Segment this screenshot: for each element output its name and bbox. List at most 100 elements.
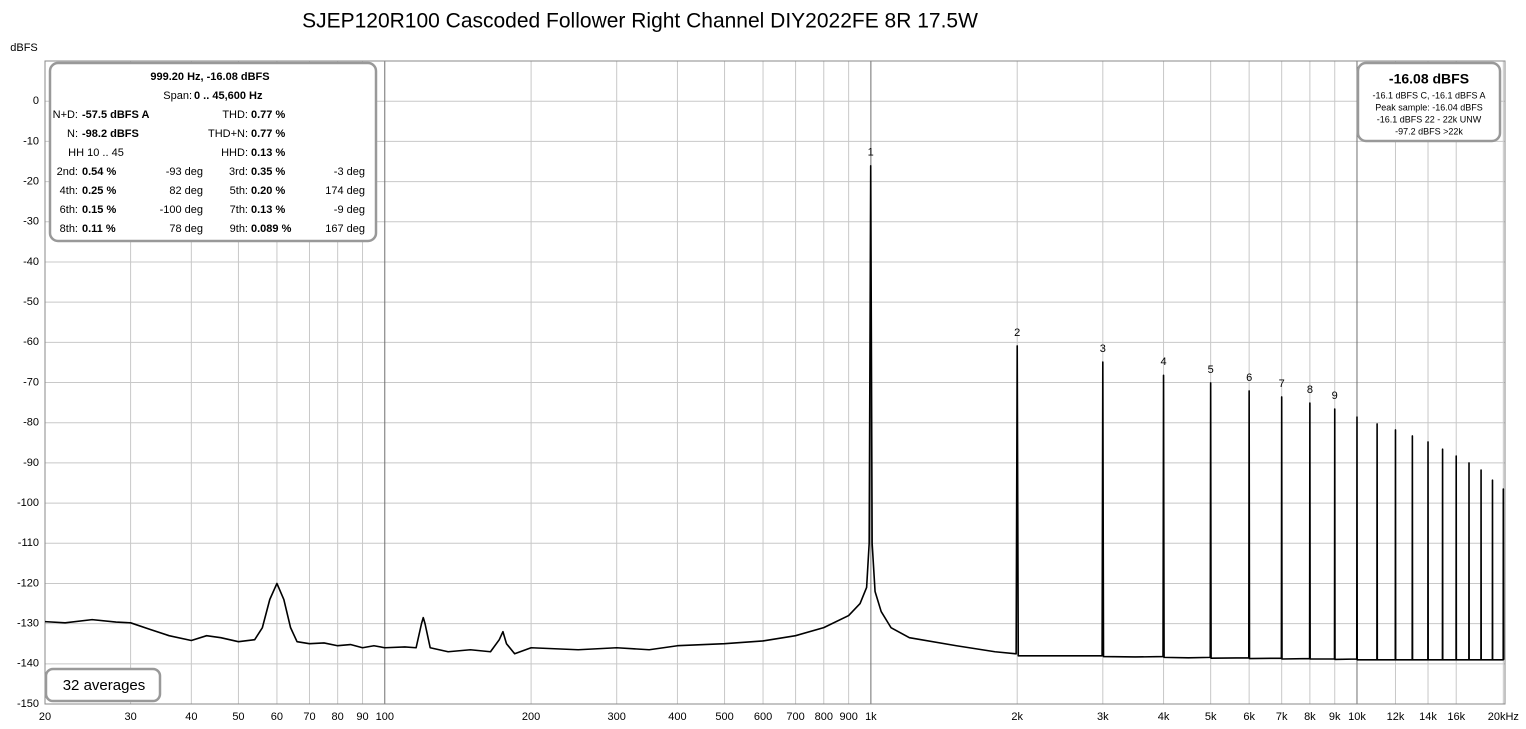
plot: 1 2 3 4 5 6 7 8 9 xyxy=(44,147,1505,661)
harmonic-label: 3 xyxy=(1100,343,1106,355)
x-tick-label: 90 xyxy=(356,711,368,723)
info-label: THD+N: xyxy=(208,128,248,140)
x-tick-label: 1k xyxy=(865,711,877,723)
info-label: HHD: xyxy=(221,147,248,159)
x-tick-label: 600 xyxy=(754,711,772,723)
info-label: THD: xyxy=(222,109,248,121)
info-label: 6th: xyxy=(60,204,78,216)
level-line: Peak sample: -16.04 dBFS xyxy=(1375,102,1483,112)
info-phase: 78 deg xyxy=(169,223,203,235)
info-label: 5th: xyxy=(230,185,248,197)
x-tick-label: 20kHz xyxy=(1488,711,1519,723)
y-tick-label: -140 xyxy=(17,658,39,670)
x-tick-label: 20 xyxy=(39,711,51,723)
info-value: 0.25 % xyxy=(82,185,116,197)
averages-label: 32 averages xyxy=(63,677,146,694)
info-value: 0.11 % xyxy=(82,223,116,235)
info-phase: -93 deg xyxy=(166,166,203,178)
plot-frame xyxy=(44,60,1506,705)
info-value: 0.089 % xyxy=(251,223,292,235)
x-tick-label: 3k xyxy=(1097,711,1109,723)
harmonic-label: 5 xyxy=(1208,364,1214,376)
y-tick-label: -130 xyxy=(17,618,39,630)
info-value: 0.54 % xyxy=(82,166,116,178)
info-label: 3rd: xyxy=(229,166,248,178)
info-header: 999.20 Hz, -16.08 dBFS xyxy=(150,71,269,83)
info-value: 0.20 % xyxy=(251,185,285,197)
chart-title: SJEP120R100 Cascoded Follower Right Chan… xyxy=(302,10,978,33)
info-text: HH 10 .. 45 xyxy=(68,147,124,159)
info-phase: 167 deg xyxy=(325,223,365,235)
info-value: 0.35 % xyxy=(251,166,285,178)
info-value: 0.77 % xyxy=(251,109,285,121)
x-tick-label: 4k xyxy=(1158,711,1170,723)
y-axis-label: dBFS xyxy=(10,42,38,54)
y-tick-label: -30 xyxy=(23,216,39,228)
y-tick-label: -110 xyxy=(18,537,39,549)
info-label: N: xyxy=(67,128,78,140)
x-tick-label: 5k xyxy=(1205,711,1217,723)
x-tick-label: 9k xyxy=(1329,711,1341,723)
y-tick-label: -120 xyxy=(17,577,39,589)
info-label: 7th: xyxy=(230,204,248,216)
span-value: 0 .. 45,600 Hz xyxy=(194,90,263,102)
info-label: 9th: xyxy=(230,223,248,235)
info-value: 0.13 % xyxy=(251,204,285,216)
level-panel xyxy=(1356,61,1502,143)
x-tick-label: 900 xyxy=(839,711,857,723)
x-tick-label: 400 xyxy=(668,711,686,723)
harmonic-label: 1 xyxy=(868,147,874,159)
x-tick-label: 40 xyxy=(185,711,197,723)
info-label: 2nd: xyxy=(57,166,78,178)
info-phase: -100 deg xyxy=(160,204,203,216)
x-tick-label: 100 xyxy=(376,711,394,723)
level-line: -16.1 dBFS C, -16.1 dBFS A xyxy=(1372,90,1485,100)
info-value: 0.15 % xyxy=(82,204,116,216)
harmonic-label: 7 xyxy=(1279,378,1285,390)
x-tick-label: 200 xyxy=(522,711,540,723)
info-label: 8th: xyxy=(60,223,78,235)
span-label: Span: xyxy=(163,90,192,102)
level-line: -16.1 dBFS 22 - 22k UNW xyxy=(1377,114,1482,124)
x-tick-label: 2k xyxy=(1011,711,1023,723)
y-tick-label: -60 xyxy=(23,336,39,348)
x-tick-label: 12k xyxy=(1387,711,1405,723)
x-tick-label: 70 xyxy=(303,711,315,723)
x-tick-label: 300 xyxy=(608,711,626,723)
info-label: N+D: xyxy=(53,109,78,121)
harmonic-label: 2 xyxy=(1014,327,1020,339)
info-value: -57.5 dBFS A xyxy=(82,109,149,121)
level-line: -97.2 dBFS >22k xyxy=(1395,126,1463,136)
info-value: 0.77 % xyxy=(251,128,285,140)
y-tick-label: -10 xyxy=(23,135,39,147)
harmonic-label: 6 xyxy=(1246,372,1252,384)
y-tick-label: -150 xyxy=(17,698,39,710)
harmonic-label: 8 xyxy=(1307,384,1313,396)
info-phase: -9 deg xyxy=(334,204,365,216)
info-label: 4th: xyxy=(60,185,78,197)
y-tick-label: -70 xyxy=(23,376,39,388)
y-tick-label: 0 xyxy=(33,95,39,107)
x-tick-label: 10k xyxy=(1348,711,1366,723)
level-main: -16.08 dBFS xyxy=(1389,71,1469,87)
x-tick-label: 60 xyxy=(271,711,283,723)
info-value: -98.2 dBFS xyxy=(82,128,139,140)
x-tick-label: 50 xyxy=(232,711,244,723)
x-tick-label: 500 xyxy=(715,711,733,723)
x-tick-label: 8k xyxy=(1304,711,1316,723)
y-tick-label: -40 xyxy=(23,256,39,268)
x-tick-label: 16k xyxy=(1447,711,1465,723)
y-tick-label: -80 xyxy=(23,417,39,429)
harmonic-label: 4 xyxy=(1160,356,1166,368)
panels: 999.20 Hz, -16.08 dBFS Span: 0 .. 45,600… xyxy=(44,61,1502,703)
info-phase: -3 deg xyxy=(334,166,365,178)
harmonic-label: 9 xyxy=(1332,390,1338,402)
info-panel xyxy=(48,61,378,243)
x-tick-label: 80 xyxy=(332,711,344,723)
x-tick-label: 6k xyxy=(1243,711,1255,723)
x-tick-label: 700 xyxy=(786,711,804,723)
y-tick-label: -50 xyxy=(23,296,39,308)
info-phase: 82 deg xyxy=(169,185,203,197)
